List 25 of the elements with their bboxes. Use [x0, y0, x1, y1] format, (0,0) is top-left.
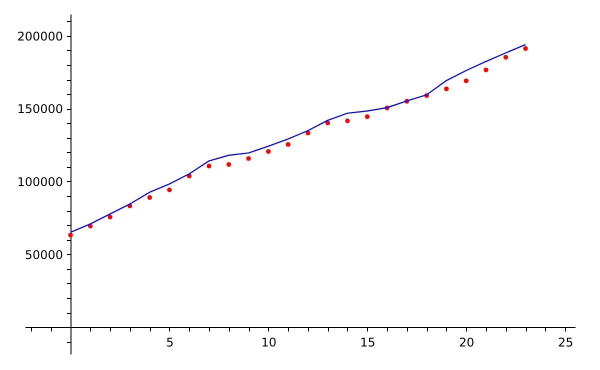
point	[464, 78, 469, 84]
x-tick-label: 25	[558, 336, 574, 350]
point	[147, 195, 152, 200]
point	[345, 118, 350, 124]
point	[246, 156, 251, 161]
x-tick-label: 20	[459, 336, 474, 350]
point	[226, 162, 232, 167]
point	[286, 142, 290, 147]
point	[266, 149, 271, 154]
y-tick-label: 50000	[24, 248, 64, 262]
point	[68, 232, 73, 238]
point	[108, 214, 112, 220]
x-tick-label: 10	[261, 336, 276, 350]
y-tick-label: 200000	[17, 29, 64, 44]
x-tick-label: 5	[166, 336, 174, 350]
point	[484, 68, 488, 72]
y-tick-label: 150000	[17, 102, 64, 116]
point	[523, 46, 528, 51]
point	[206, 164, 212, 168]
point	[167, 188, 172, 192]
x-tick-label: 15	[360, 336, 376, 350]
point	[503, 54, 508, 60]
y-tick-label: 100000	[17, 174, 64, 189]
point	[364, 114, 370, 119]
point	[444, 86, 449, 92]
